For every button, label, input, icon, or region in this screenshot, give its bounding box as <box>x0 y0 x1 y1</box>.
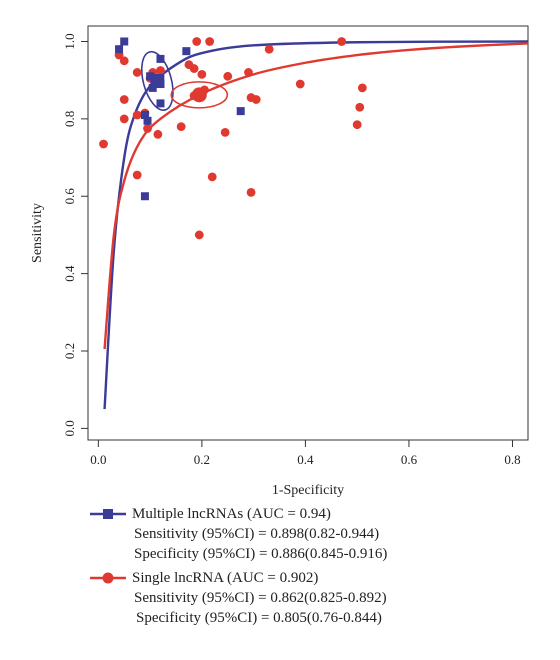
point-single <box>132 110 142 120</box>
summary-point-multiple <box>150 73 165 88</box>
y-tick-label: 0.2 <box>62 343 77 359</box>
point-single <box>194 230 204 240</box>
y-tick-label: 0.4 <box>62 265 77 282</box>
legend-multiple-sensitivity: Sensitivity (95%CI) = 0.898(0.82-0.944) <box>134 526 380 542</box>
point-single <box>205 37 215 46</box>
summary-points <box>150 73 207 103</box>
point-single <box>176 122 186 131</box>
legend-multiple-row: Multiple lncRNAs (AUC = 0.94) <box>88 504 548 524</box>
point-single <box>352 120 362 130</box>
x-tick-label: 0.2 <box>194 452 210 467</box>
y-tick-label: 1.0 <box>62 33 77 49</box>
sroc-chart: 0.0 0.2 0.4 0.6 0.8 0.0 0.2 0.4 0.6 0.8 1.0 1-Spe… <box>30 25 529 498</box>
legend-single-row: Single lncRNA (AUC = 0.902) <box>88 568 548 588</box>
y-tick-label: 0.6 <box>62 188 77 205</box>
confidence-region-multiple <box>140 50 174 111</box>
point-single <box>189 64 199 73</box>
confidence-regions <box>140 50 229 111</box>
y-tick-label: 0.0 <box>62 420 77 436</box>
point-multiple <box>115 45 124 54</box>
point-single <box>244 68 253 77</box>
point-single <box>246 187 256 197</box>
point-single <box>143 124 152 133</box>
point-multiple <box>120 37 129 46</box>
summary-point-single <box>191 87 207 103</box>
point-single <box>132 68 142 77</box>
confidence-region-single <box>170 81 229 109</box>
point-single <box>153 129 163 139</box>
legend-multiple-swatch <box>90 509 126 519</box>
x-tick-label: 0.6 <box>401 452 418 467</box>
sroc-curves <box>103 40 529 410</box>
point-single <box>355 102 365 112</box>
x-tick-label: 0.8 <box>504 452 520 467</box>
legend-multiple-specificity: Specificity (95%CI) = 0.886(0.845-0.916) <box>134 546 388 562</box>
sroc-curve-single <box>103 42 529 350</box>
point-single <box>223 71 233 81</box>
point-single <box>357 83 367 93</box>
x-axis-title: 1-Specificity <box>272 483 344 498</box>
x-tick-label: 0.0 <box>90 452 106 467</box>
point-single <box>99 139 108 149</box>
plot-frame <box>87 25 529 441</box>
point-multiple <box>143 116 152 125</box>
legend-single-swatch <box>90 572 126 584</box>
legend-single-specificity: Specificity (95%CI) = 0.805(0.76-0.844) <box>136 610 382 626</box>
point-multiple <box>236 107 245 116</box>
x-tick-label: 0.4 <box>297 452 314 467</box>
legend-multiple-title: Multiple lncRNAs (AUC = 0.94) <box>132 506 331 522</box>
legend-single-sensitivity: Sensitivity (95%CI) = 0.862(0.825-0.892) <box>134 590 387 606</box>
point-multiple <box>156 54 165 63</box>
point-multiple <box>140 192 149 201</box>
legend-single-title: Single lncRNA (AUC = 0.902) <box>132 570 319 586</box>
point-single <box>192 37 202 46</box>
x-axis: 0.0 0.2 0.4 0.6 0.8 <box>90 440 521 467</box>
legend-single: Single lncRNA (AUC = 0.902) Sensitivity … <box>88 568 548 628</box>
sroc-curve-multiple <box>103 40 529 410</box>
point-single <box>119 56 129 66</box>
y-axis-title: Sensitivity <box>30 203 45 263</box>
legend-multiple: Multiple lncRNAs (AUC = 0.94) Sensitivit… <box>88 504 548 564</box>
study-points <box>99 37 367 240</box>
point-single <box>264 44 274 54</box>
y-axis: 0.0 0.2 0.4 0.6 0.8 1.0 <box>62 33 88 437</box>
point-single <box>119 95 129 104</box>
legend: Multiple lncRNAs (AUC = 0.94) Sensitivit… <box>88 504 548 632</box>
point-single <box>251 95 261 104</box>
point-single <box>119 114 129 124</box>
point-single <box>295 79 305 89</box>
y-tick-label: 0.8 <box>62 111 77 127</box>
point-multiple <box>182 47 191 56</box>
point-single <box>220 128 230 137</box>
point-single <box>156 66 165 75</box>
point-single <box>197 69 207 79</box>
point-single <box>337 37 347 46</box>
point-single <box>207 172 217 182</box>
point-multiple <box>156 99 165 108</box>
point-single <box>132 170 142 180</box>
point-multiple <box>140 110 149 119</box>
point-multiple <box>146 72 155 81</box>
